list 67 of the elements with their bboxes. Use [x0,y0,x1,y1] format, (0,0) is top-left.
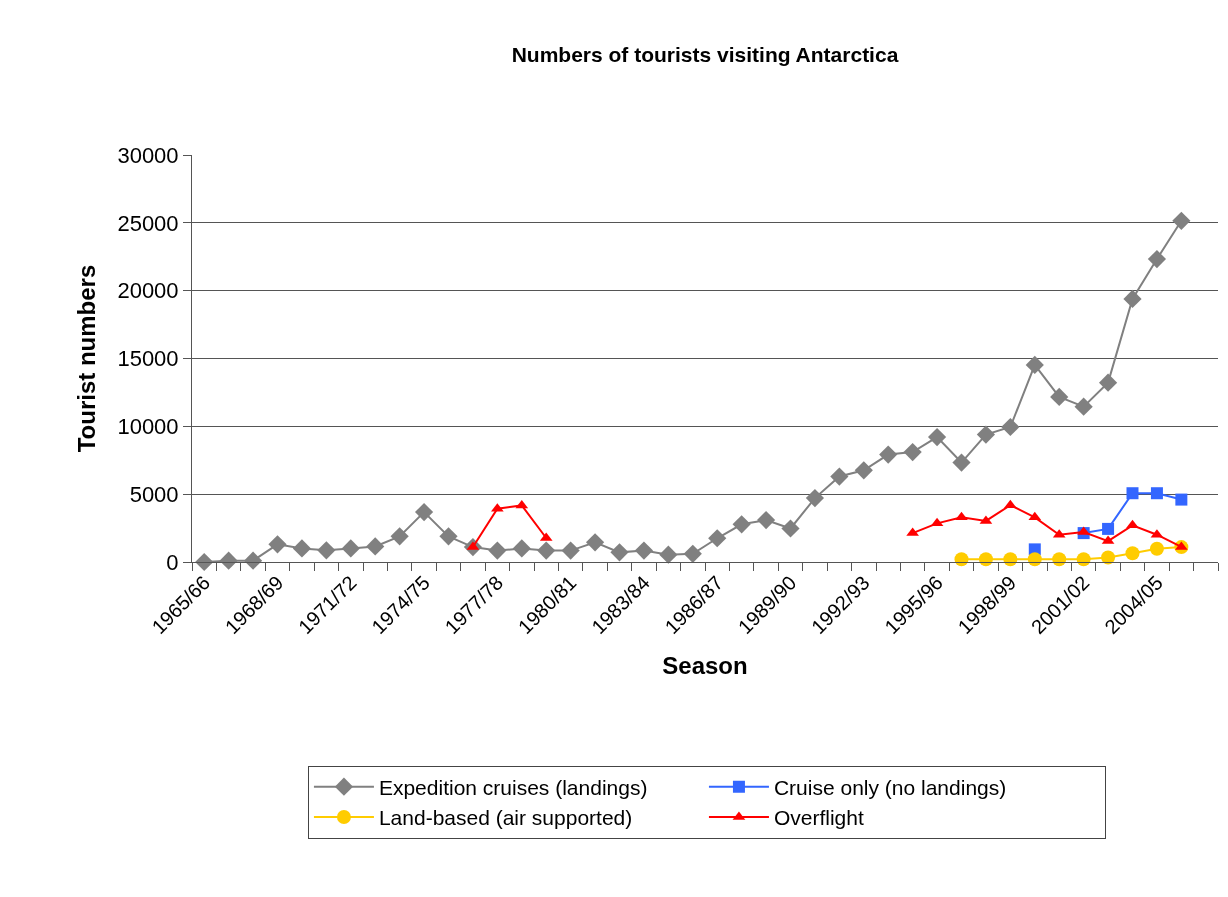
point [219,551,238,570]
y-tick-label: 0 [166,549,179,575]
point [903,443,922,462]
point [1050,387,1069,406]
y-tick-label: 5000 [129,481,179,507]
point [634,541,654,560]
point [927,427,947,447]
point [1123,289,1142,309]
point [854,461,873,480]
point [317,541,336,560]
point [659,545,678,564]
point [830,467,849,486]
point [1025,355,1044,374]
point [1101,550,1116,565]
point [439,527,458,546]
y-axis-title: Tourist numbers [72,264,100,453]
point [1028,511,1042,521]
point [955,511,968,521]
point [1098,373,1118,392]
point [756,510,776,530]
point [879,445,898,464]
legend-label: Overflight [773,806,864,830]
point [1150,487,1163,500]
point [708,529,727,548]
y-tick-label: 30000 [117,142,179,168]
y-tick-label: 10000 [117,414,179,440]
legend-label: Cruise only (no landings) [773,775,1007,799]
point [952,453,971,472]
point [414,502,434,522]
point [268,535,287,554]
point [341,539,360,558]
point [585,533,605,552]
chart-title: Numbers of tourists visiting Antarctica [511,43,899,67]
point [1126,487,1139,500]
legend-label: Land-based (air supported) [378,806,633,830]
point [930,517,944,527]
point [512,539,531,558]
point [292,539,312,558]
point [610,543,629,562]
point [561,541,580,560]
point [515,499,529,509]
point [1147,249,1167,269]
point [1001,417,1020,437]
point [805,489,825,508]
x-axis-title: Season [662,652,748,680]
point [732,515,751,534]
point [1074,397,1093,416]
point [366,537,385,556]
point [1172,211,1191,230]
legend-label: Expedition cruises (landings) [378,775,648,799]
point [1102,522,1115,535]
point [976,425,996,444]
point [978,552,993,567]
point [781,519,800,538]
point [1027,552,1042,567]
point [488,541,507,560]
point [1149,541,1164,556]
point [1175,493,1188,506]
y-tick-label: 20000 [117,278,179,304]
point [683,544,702,563]
point [1125,546,1140,561]
point [1126,519,1139,529]
point [390,527,409,546]
y-tick-label: 25000 [117,210,179,236]
y-tick-label: 15000 [117,346,179,372]
point [1052,552,1067,567]
point [537,541,556,560]
